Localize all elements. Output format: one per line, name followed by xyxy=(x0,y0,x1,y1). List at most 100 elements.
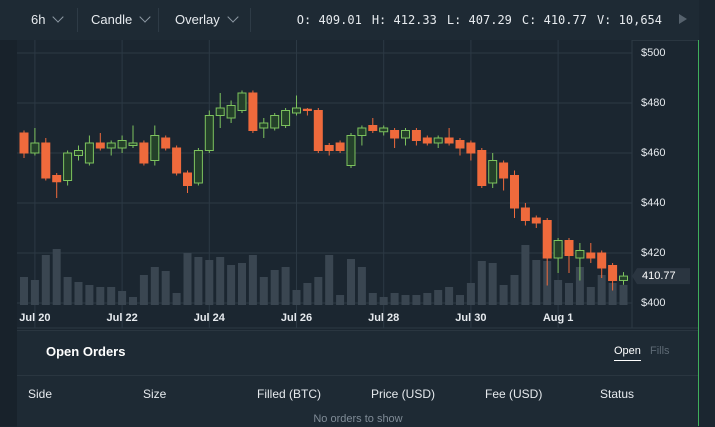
candle-body xyxy=(19,132,29,154)
candle-body xyxy=(84,142,94,164)
candle-body xyxy=(433,137,443,144)
volume-bar xyxy=(608,283,617,305)
volume-bar xyxy=(445,287,454,305)
volume-bar xyxy=(20,277,28,305)
candle-body xyxy=(608,265,618,281)
candle-body xyxy=(520,207,530,221)
volume-bar xyxy=(586,287,595,305)
candle-body xyxy=(183,172,192,186)
volume-bar xyxy=(357,267,366,305)
volume-bar xyxy=(30,280,39,305)
volume-bar xyxy=(194,257,203,305)
volume-bar xyxy=(565,283,573,305)
candle-body xyxy=(161,137,171,149)
volume-bar xyxy=(118,291,127,305)
volume-bar xyxy=(521,245,530,305)
tab-open[interactable]: Open xyxy=(614,345,641,361)
candle-body xyxy=(499,162,509,179)
volume-bar xyxy=(150,267,159,305)
ohlcv-label: H: xyxy=(371,13,387,27)
volume-bar xyxy=(292,290,301,305)
candle-body xyxy=(411,130,421,141)
candle-body xyxy=(237,92,247,111)
candle-body xyxy=(106,142,116,149)
chart-style: Candle xyxy=(91,12,133,27)
ohlcv-label: V: xyxy=(596,13,612,27)
candle-body xyxy=(531,217,541,224)
candle-body xyxy=(313,110,323,151)
chart-style-select[interactable]: Candle xyxy=(91,0,151,40)
volume-bar xyxy=(270,270,279,305)
candle-body xyxy=(270,115,280,129)
volume-bar xyxy=(597,275,606,305)
ohlcv-label: O: xyxy=(296,13,312,27)
candle-body xyxy=(379,127,389,133)
candle-body xyxy=(586,252,596,259)
candle-body xyxy=(95,142,105,149)
candle-body xyxy=(401,130,410,139)
volume-bar xyxy=(227,265,236,305)
volume-bar xyxy=(172,293,181,305)
volume-bar xyxy=(161,271,170,305)
ohlcv-value: 10,654 xyxy=(618,13,662,27)
volume-bar xyxy=(412,295,421,305)
x-tick-label: Jul 26 xyxy=(281,312,312,324)
interval-select[interactable]: 6h xyxy=(31,0,65,40)
volume-bar xyxy=(238,263,246,305)
candle-body xyxy=(357,127,367,136)
volume-bar xyxy=(456,295,464,305)
chart: $400 $420 $440 $460 $480 $500 Jul 20 Jul 22 Jul … xyxy=(17,40,699,330)
volume-bar xyxy=(303,283,312,305)
candle-body xyxy=(150,135,160,161)
tab-fills[interactable]: Fills xyxy=(650,345,670,357)
candle-body xyxy=(226,105,236,119)
price-label-box xyxy=(632,268,690,285)
candle-body xyxy=(74,150,83,156)
x-tick-label: Jul 20 xyxy=(19,312,50,324)
play-button[interactable] xyxy=(679,14,687,24)
ohlcv-value: 407.29 xyxy=(468,13,512,27)
volume-bar xyxy=(41,255,50,305)
candle-body xyxy=(346,135,356,166)
ohlcv-value: 410.77 xyxy=(543,13,587,27)
y-tick-label: $440 xyxy=(641,197,665,209)
volume-bar xyxy=(488,263,497,305)
ohlcv-value: 412.33 xyxy=(393,13,437,27)
y-tick-label: $460 xyxy=(641,147,665,159)
volume-bar xyxy=(74,282,83,305)
ohlcv-value: 409.01 xyxy=(318,13,362,27)
volume-bar xyxy=(248,255,257,305)
volume-bar xyxy=(466,283,475,305)
candle-body xyxy=(63,152,73,181)
ohlcv-label: C: xyxy=(521,13,537,27)
volume-bar xyxy=(183,253,192,305)
volume-bar xyxy=(619,284,628,305)
y-tick-label: $400 xyxy=(641,297,665,309)
candle-body xyxy=(368,125,378,131)
candle-body xyxy=(619,275,628,281)
volume-bar xyxy=(575,267,584,305)
candle-body xyxy=(30,142,40,154)
candle-body xyxy=(564,240,574,256)
column-header: Status xyxy=(600,387,635,401)
volume-bar xyxy=(434,290,443,305)
candle-body xyxy=(41,142,51,179)
empty-message: No orders to show xyxy=(313,413,403,425)
x-tick-label: Jul 30 xyxy=(455,312,486,324)
candle-body xyxy=(259,122,269,129)
x-tick-label: Jul 28 xyxy=(368,312,399,324)
candle-body xyxy=(292,107,301,114)
x-tick-label: Jul 24 xyxy=(194,312,226,324)
overlay-select[interactable]: Overlay xyxy=(175,0,239,40)
candle-body xyxy=(215,107,225,116)
candle-body xyxy=(553,240,563,259)
candle-body xyxy=(466,142,476,154)
candle-body xyxy=(248,92,258,131)
volume-bar xyxy=(423,293,432,305)
candle-body xyxy=(444,137,454,144)
candle-body xyxy=(193,150,203,184)
plot-background xyxy=(17,40,632,330)
y-tick-label: $480 xyxy=(641,97,665,109)
candle-body xyxy=(281,110,291,126)
x-tick-label: Aug 1 xyxy=(543,312,574,324)
